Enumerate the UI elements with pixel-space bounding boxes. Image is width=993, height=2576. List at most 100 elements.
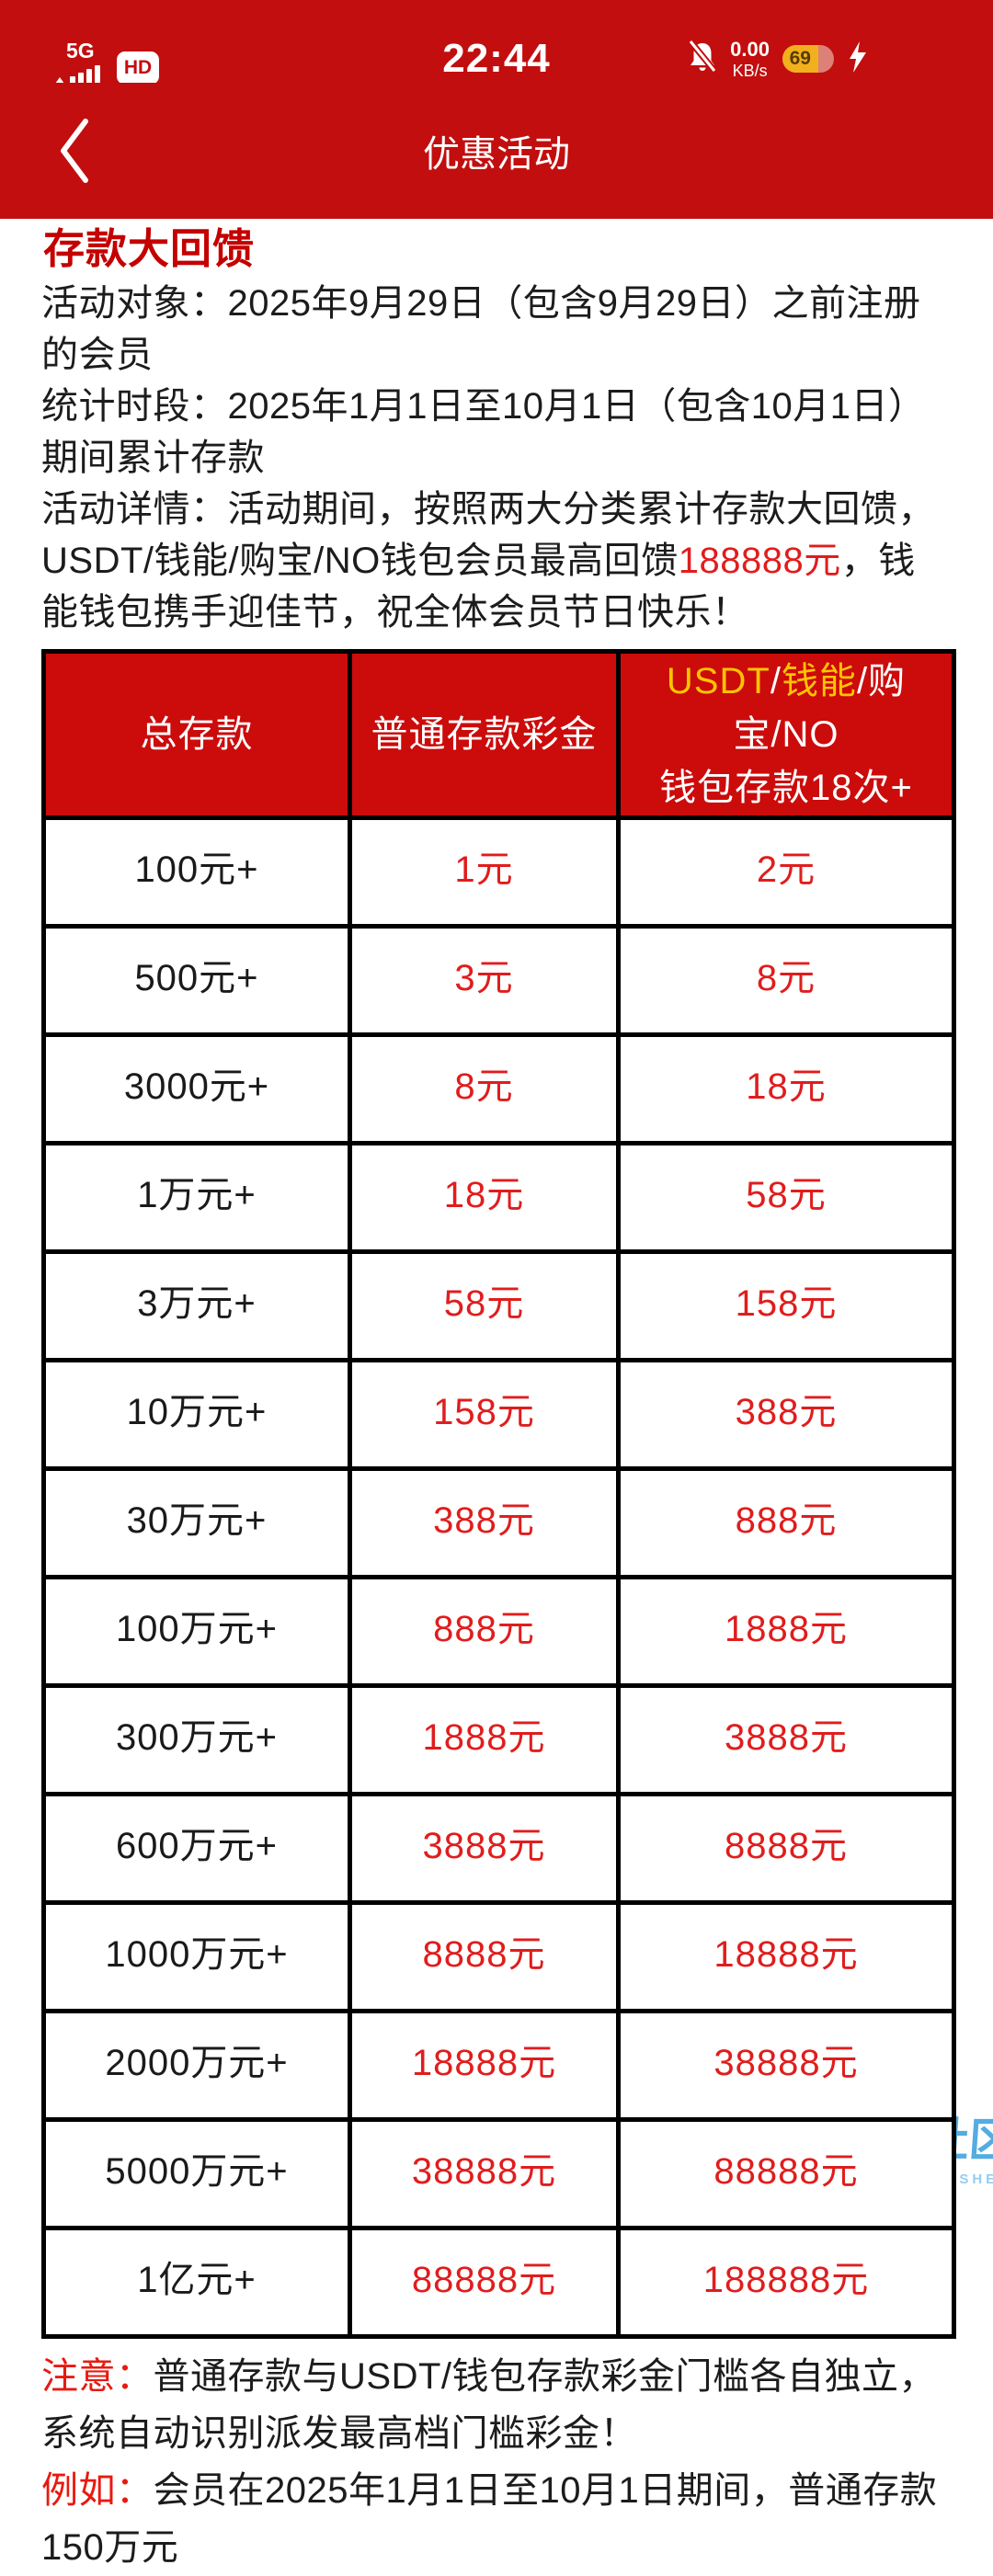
table-row: 30万元+ 388元 888元 — [41, 1466, 956, 1579]
wallet-bonus-cell: 3888元 — [616, 1683, 956, 1796]
normal-bonus-cell: 888元 — [348, 1575, 621, 1688]
wallet-bonus-cell: 388元 — [616, 1358, 956, 1471]
wallet-bonus-cell: 18元 — [616, 1032, 956, 1146]
normal-bonus-cell: 158元 — [348, 1358, 621, 1471]
normal-bonus-cell: 8888元 — [348, 1900, 621, 2013]
example-label: 例如： — [41, 2470, 154, 2511]
normal-bonus-cell: 388元 — [348, 1466, 621, 1579]
normal-bonus-cell: 38888元 — [348, 2117, 621, 2230]
example-text: 例如：会员在2025年1月1日至10月1日期间，普通存款150万元 — [41, 2462, 952, 2576]
wallet-header-part: /购宝/NO — [733, 661, 907, 755]
normal-bonus-cell: 18888元 — [348, 2009, 621, 2122]
deposit-tier-cell: 1亿元+ — [41, 2226, 352, 2339]
deposit-tier-cell: 5000万元+ — [41, 2117, 352, 2230]
deposit-tier-cell: 3万元+ — [41, 1249, 352, 1362]
deposit-tier-cell: 100万元+ — [41, 1575, 352, 1688]
wallet-bonus-column-header: USDT/钱能/购宝/NO 钱包存款18次+ — [616, 649, 956, 820]
table-row: 1亿元+ 88888元 188888元 — [41, 2226, 956, 2339]
table-row: 300万元+ 1888元 3888元 — [41, 1683, 956, 1796]
network-speed-value: 0.00 — [730, 37, 770, 61]
deposit-tier-cell: 600万元+ — [41, 1792, 352, 1905]
charging-lightning-icon — [847, 40, 869, 77]
status-clock: 22:44 — [442, 36, 551, 81]
deposit-tier-cell: 10万元+ — [41, 1358, 352, 1471]
deposit-tier-cell: 300万元+ — [41, 1683, 352, 1796]
normal-bonus-cell: 1元 — [348, 815, 621, 929]
deposit-tier-cell: 1000万元+ — [41, 1900, 352, 2013]
wallet-bonus-cell: 888元 — [616, 1466, 956, 1579]
normal-bonus-column-header: 普通存款彩金 — [348, 649, 621, 820]
status-left-cluster: 5G HD — [55, 40, 159, 85]
hd-volte-icon: HD — [117, 51, 159, 85]
wallet-header-part: USDT — [666, 661, 770, 701]
network-speed-indicator: 0.00 KB/s — [730, 37, 770, 80]
footer-notes: 注意：普通存款与USDT/钱包存款彩金门槛各自独立，系统自动识别派发最高档门槛彩… — [41, 2348, 952, 2576]
table-row: 10万元+ 158元 388元 — [41, 1358, 956, 1471]
normal-bonus-cell: 8元 — [348, 1032, 621, 1146]
status-right-cluster: 0.00 KB/s 69 — [688, 37, 869, 81]
notice-text: 注意：普通存款与USDT/钱包存款彩金门槛各自独立，系统自动识别派发最高档门槛彩… — [41, 2348, 952, 2462]
deposit-tier-cell: 30万元+ — [41, 1466, 352, 1579]
bell-muted-icon — [688, 39, 717, 78]
deposit-table-body: 100元+ 1元 2元 500元+ 3元 8元 3000元+ 8元 18元 1万元+ 18元 58元 3… — [41, 815, 956, 2339]
table-row: 2000万元+ 18888元 38888元 — [41, 2009, 956, 2122]
wallet-bonus-cell: 88888元 — [616, 2117, 956, 2230]
deposit-tier-cell: 500元+ — [41, 924, 352, 1037]
table-row: 1000万元+ 8888元 18888元 — [41, 1900, 956, 2013]
table-row: 3万元+ 58元 158元 — [41, 1249, 956, 1362]
table-header-row: 总存款 普通存款彩金 USDT/钱能/购宝/NO 钱包存款18次+ — [41, 649, 956, 820]
normal-bonus-cell: 3元 — [348, 924, 621, 1037]
deposit-tier-cell: 2000万元+ — [41, 2009, 352, 2122]
notice-body: 普通存款与USDT/钱包存款彩金门槛各自独立，系统自动识别派发最高档门槛彩金！ — [41, 2356, 936, 2454]
normal-bonus-cell: 3888元 — [348, 1792, 621, 1905]
normal-bonus-cell: 88888元 — [348, 2226, 621, 2339]
battery-percent-label: 69 — [782, 45, 818, 73]
notice-label: 注意： — [41, 2356, 154, 2397]
signal-strength-icon: 5G — [55, 40, 100, 85]
wallet-bonus-cell: 188888元 — [616, 2226, 956, 2339]
wallet-bonus-cell: 2元 — [616, 815, 956, 929]
chevron-left-icon — [54, 119, 95, 190]
signal-triangle-icon — [55, 77, 64, 84]
normal-bonus-cell: 1888元 — [348, 1683, 621, 1796]
promo-details-text: 活动详情：活动期间，按照两大分类累计存款大回馈，USDT/钱能/购宝/NO钱包会… — [41, 484, 952, 638]
wallet-bonus-cell: 8888元 — [616, 1792, 956, 1905]
wallet-header-part: / — [770, 661, 782, 701]
normal-bonus-cell: 18元 — [348, 1141, 621, 1254]
max-bonus-highlight: 188888元 — [678, 541, 841, 581]
promo-content: 存款大回馈 活动对象：2025年9月29日（包含9月29日）之前注册的会员 统计… — [0, 219, 993, 2576]
deposit-tier-cell: 1万元+ — [41, 1141, 352, 1254]
back-button[interactable] — [42, 114, 107, 188]
nav-bar: 优惠活动 — [0, 83, 993, 219]
network-speed-unit: KB/s — [732, 61, 768, 80]
wallet-bonus-cell: 18888元 — [616, 1900, 956, 2013]
table-row: 100元+ 1元 2元 — [41, 815, 956, 929]
table-row: 1万元+ 18元 58元 — [41, 1141, 956, 1254]
details-after: ，钱能钱包携手迎佳节，祝全体会员节日快乐！ — [41, 541, 916, 633]
wallet-column-header-line2: 钱包存款18次+ — [659, 768, 913, 808]
table-row: 100万元+ 888元 1888元 — [41, 1575, 956, 1688]
table-row: 600万元+ 3888元 8888元 — [41, 1792, 956, 1905]
table-row: 3000元+ 8元 18元 — [41, 1032, 956, 1146]
wallet-header-part: 钱能 — [781, 661, 857, 701]
wallet-bonus-cell: 58元 — [616, 1141, 956, 1254]
promo-audience-text: 活动对象：2025年9月29日（包含9月29日）之前注册的会员 — [41, 283, 921, 375]
network-type-label: 5G — [66, 39, 95, 63]
page-title: 优惠活动 — [423, 134, 570, 175]
wallet-column-header-line1: USDT/钱能/购宝/NO — [622, 655, 951, 761]
table-row: 5000万元+ 38888元 88888元 — [41, 2117, 956, 2230]
table-row: 500元+ 3元 8元 — [41, 924, 956, 1037]
wallet-bonus-cell: 38888元 — [616, 2009, 956, 2122]
battery-indicator: 69 — [782, 45, 834, 73]
wallet-bonus-cell: 8元 — [616, 924, 956, 1037]
wallet-bonus-cell: 1888元 — [616, 1575, 956, 1688]
details-before: 活动详情：活动期间，按照两大分类累计存款大回馈，USDT/钱能/购宝/NO钱包会… — [41, 489, 935, 581]
deposit-bonus-table: 总存款 普通存款彩金 USDT/钱能/购宝/NO 钱包存款18次+ 100元+ 1… — [41, 649, 956, 2339]
signal-bars-icon — [55, 64, 100, 85]
total-deposit-column-header: 总存款 — [41, 649, 352, 820]
promo-period-text: 统计时段：2025年1月1日至10月1日（包含10月1日）期间累计存款 — [41, 386, 926, 478]
status-bar: 5G HD 22:44 0.00 KB/s 69 — [0, 0, 993, 85]
deposit-tier-cell: 100元+ — [41, 815, 352, 929]
normal-bonus-cell: 58元 — [348, 1249, 621, 1362]
deposit-tier-cell: 3000元+ — [41, 1032, 352, 1146]
